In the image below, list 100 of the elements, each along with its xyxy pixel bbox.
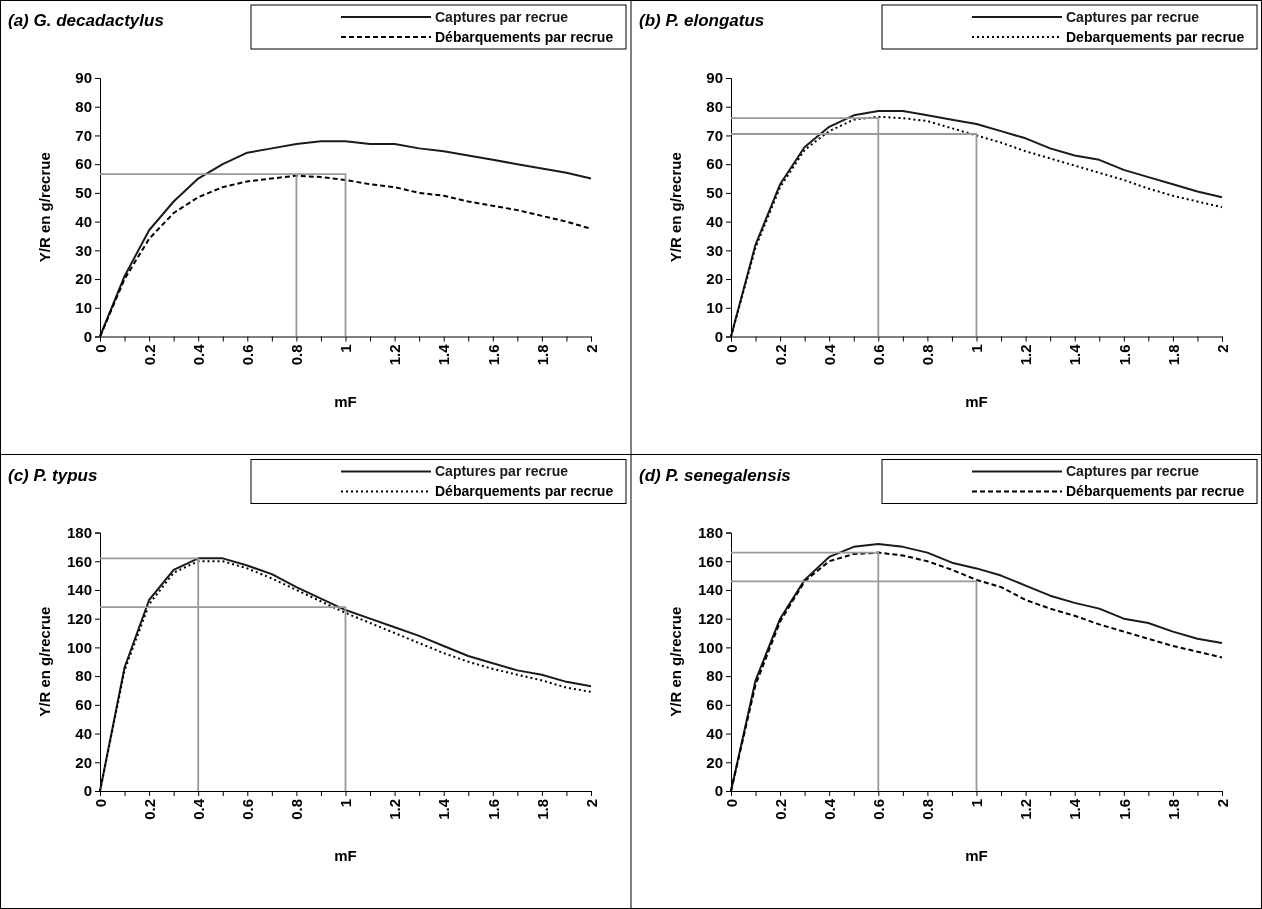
x-tick-label: 1.4 xyxy=(1066,343,1084,366)
y-tick-label: 180 xyxy=(66,523,92,541)
x-tick-label: 2 xyxy=(582,344,600,353)
y-tick-label: 40 xyxy=(75,212,92,230)
x-tick-label: 0 xyxy=(91,799,109,808)
y-tick-label: 90 xyxy=(706,69,723,87)
y-tick-label: 60 xyxy=(706,155,723,173)
y-tick-label: 120 xyxy=(697,609,723,627)
y-tick-label: 40 xyxy=(706,724,723,742)
y-tick-label: 30 xyxy=(75,241,92,259)
chart-title: (c) P. typus xyxy=(8,465,98,485)
text: Captures par recrue xyxy=(1066,463,1200,480)
chart-title: (d) P. senegalensis xyxy=(639,465,791,485)
x-tick-label: 0.2 xyxy=(771,799,789,820)
y-tick-label: 160 xyxy=(66,552,92,570)
x-tick-label: 1.6 xyxy=(484,344,502,366)
x-tick-label: 1 xyxy=(337,799,355,808)
x-tick-label: 0.8 xyxy=(919,344,937,366)
x-tick-label: 0.2 xyxy=(140,344,158,366)
x-tick-label: 1.2 xyxy=(386,344,404,366)
y-tick-label: 10 xyxy=(75,299,92,317)
x-axis-title: mF xyxy=(965,392,988,410)
x-tick-label: 1.8 xyxy=(533,799,551,820)
y-tick-label: 20 xyxy=(75,753,92,771)
text: Captures par recrue xyxy=(435,8,569,25)
x-tick-label: 0.2 xyxy=(771,344,789,366)
chart-title: (a) G. decadactylus xyxy=(8,11,164,30)
x-tick-label: 2 xyxy=(1213,344,1231,353)
y-tick-label: 70 xyxy=(706,126,723,144)
x-tick-label: 0.6 xyxy=(239,344,257,366)
x-axis-title: mF xyxy=(965,847,988,864)
text: Debarquements par recrue xyxy=(1066,28,1245,45)
text: Captures par recrue xyxy=(1066,8,1200,25)
y-tick-label: 80 xyxy=(706,98,723,116)
x-axis-title: mF xyxy=(334,392,357,410)
y-tick-label: 100 xyxy=(697,638,723,656)
y-tick-label: 50 xyxy=(75,184,92,202)
text: Débarquements par recrue xyxy=(435,483,614,500)
x-tick-label: 0.6 xyxy=(870,799,888,820)
x-tick-label: 1.4 xyxy=(1066,798,1084,820)
x-tick-label: 0 xyxy=(722,799,740,808)
x-tick-label: 0.6 xyxy=(239,799,257,820)
y-axis-title: Y/R en g/recrue xyxy=(36,152,53,263)
y-tick-label: 20 xyxy=(75,270,92,288)
x-axis-title: mF xyxy=(334,847,357,864)
x-tick-label: 0 xyxy=(722,344,740,353)
x-tick-label: 1 xyxy=(337,344,355,353)
x-tick-label: 0.4 xyxy=(820,343,838,366)
chart-title: (b) P. elongatus xyxy=(639,11,765,30)
y-tick-label: 40 xyxy=(706,212,723,230)
x-tick-label: 0.8 xyxy=(288,799,306,820)
x-tick-label: 0.4 xyxy=(820,798,838,820)
y-tick-label: 160 xyxy=(697,552,723,570)
x-tick-label: 1.4 xyxy=(435,343,453,366)
y-tick-label: 20 xyxy=(706,753,723,771)
y-tick-label: 60 xyxy=(706,696,723,714)
y-axis-title: Y/R en g/recrue xyxy=(667,606,684,717)
y-tick-label: 20 xyxy=(706,270,723,288)
x-tick-label: 0.8 xyxy=(288,344,306,366)
x-tick-label: 0 xyxy=(91,344,109,353)
x-tick-label: 2 xyxy=(582,799,600,808)
text: Débarquements par recrue xyxy=(435,28,614,45)
x-tick-label: 1.8 xyxy=(533,344,551,366)
x-tick-label: 0.6 xyxy=(870,344,888,366)
y-tick-label: 50 xyxy=(706,184,723,202)
y-tick-label: 80 xyxy=(75,667,92,685)
y-axis-title: Y/R en g/recrue xyxy=(667,152,684,263)
x-tick-label: 0.4 xyxy=(189,343,207,366)
x-tick-label: 1.8 xyxy=(1164,344,1182,366)
y-tick-label: 60 xyxy=(75,696,92,714)
x-tick-label: 1.8 xyxy=(1164,799,1182,820)
y-tick-label: 10 xyxy=(706,299,723,317)
x-tick-label: 0.8 xyxy=(919,799,937,820)
y-axis-title: Y/R en g/recrue xyxy=(36,606,53,717)
y-tick-label: 80 xyxy=(75,98,92,116)
x-tick-label: 1.6 xyxy=(1115,344,1133,366)
x-tick-label: 1.6 xyxy=(1115,799,1133,820)
y-tick-label: 40 xyxy=(75,724,92,742)
x-tick-label: 1 xyxy=(968,799,986,808)
y-tick-label: 90 xyxy=(75,69,92,87)
y-tick-label: 80 xyxy=(706,667,723,685)
x-tick-label: 1.2 xyxy=(1017,344,1035,366)
y-tick-label: 140 xyxy=(697,581,723,599)
y-tick-label: 180 xyxy=(697,523,723,541)
y-tick-label: 120 xyxy=(66,609,92,627)
y-tick-label: 30 xyxy=(706,241,723,259)
x-tick-label: 1 xyxy=(968,344,986,353)
y-tick-label: 140 xyxy=(66,581,92,599)
x-tick-label: 2 xyxy=(1213,799,1231,808)
text: Captures par recrue xyxy=(435,463,569,480)
x-tick-label: 1.4 xyxy=(435,798,453,820)
x-tick-label: 1.2 xyxy=(386,799,404,820)
x-tick-label: 0.2 xyxy=(140,799,158,820)
y-tick-label: 60 xyxy=(75,155,92,173)
x-tick-label: 1.2 xyxy=(1017,799,1035,820)
x-tick-label: 1.6 xyxy=(484,799,502,820)
text: Débarquements par recrue xyxy=(1066,483,1245,500)
y-tick-label: 100 xyxy=(66,638,92,656)
x-tick-label: 0.4 xyxy=(189,798,207,820)
y-tick-label: 70 xyxy=(75,126,92,144)
